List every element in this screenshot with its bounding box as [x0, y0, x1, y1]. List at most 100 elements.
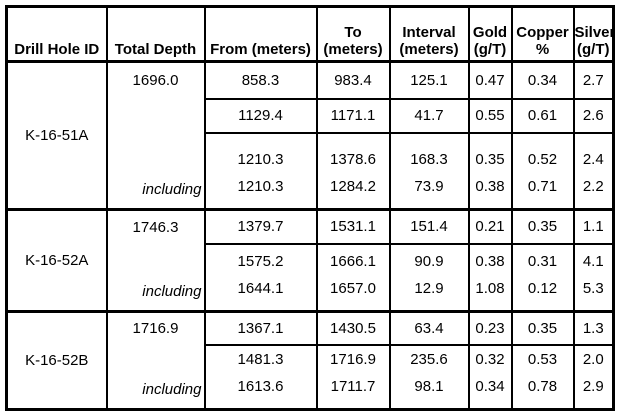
cell-copper: 0.53 0.78 — [510, 344, 575, 411]
value-line: 2.0 — [582, 350, 604, 368]
header-line: Total Depth — [114, 41, 197, 58]
header-line: Interval — [402, 24, 456, 41]
value-line: 0.53 — [527, 350, 558, 368]
cell-from: 1210.3 1210.3 — [203, 132, 318, 211]
header-cell-gold: Gold (g/T) — [467, 6, 513, 63]
cell-from: 1481.3 1613.6 — [203, 344, 318, 411]
cell-from: 1367.1 — [203, 311, 318, 346]
value-line: 1210.3 — [237, 151, 284, 168]
table-row: K-16-52B 1716.9 1367.1 1430.5 63.4 0.23 … — [5, 311, 615, 411]
header-cell-to: To (meters) — [315, 6, 391, 63]
cell-to: 1716.9 1711.7 — [315, 344, 391, 411]
header-line: (meters) — [323, 41, 383, 58]
cell-gold: 0.47 — [467, 61, 513, 100]
cell-copper: 0.35 — [510, 311, 575, 346]
cell-gold: 0.21 — [467, 209, 513, 245]
header-row: Drill Hole ID Total Depth From (meters) … — [5, 6, 615, 63]
value-line: 4.1 — [582, 253, 604, 270]
cell-drill-hole-id: K-16-52B — [5, 311, 108, 411]
header-cell-total-depth: Total Depth — [105, 6, 206, 63]
cell-to: 1531.1 — [315, 209, 391, 245]
value-line: 12.9 — [414, 280, 444, 297]
cell-to: 1378.6 1284.2 — [315, 132, 391, 211]
header-line: (meters) — [399, 41, 459, 58]
value-line: 168.3 — [410, 151, 448, 168]
header-cell-interval: Interval (meters) — [388, 6, 470, 63]
value-line: 0.32 — [475, 350, 505, 368]
value-line: 1575.2 — [237, 253, 284, 270]
cell-interval: 151.4 — [388, 209, 470, 245]
value-line: 1210.3 — [237, 178, 284, 195]
value-line: 0.31 — [527, 253, 558, 270]
cell-gold: 0.35 0.38 — [467, 132, 513, 211]
cell-copper: 0.61 — [510, 98, 575, 134]
cell-to: 1430.5 — [315, 311, 391, 346]
value-line: 98.1 — [414, 377, 444, 395]
value-line: 2.9 — [582, 377, 604, 395]
table-row: K-16-51A 1696.0 858.3 983.4 125.1 0.47 0… — [5, 61, 615, 211]
cell-from: 1575.2 1644.1 — [203, 243, 318, 313]
value-line: 1481.3 — [237, 350, 284, 368]
header-cell-silver: Silver (g/T) — [572, 6, 615, 63]
cell-silver: 2.0 2.9 — [572, 344, 615, 411]
table-row: K-16-52A 1746.3 1379.7 1531.1 151.4 0.21… — [5, 209, 615, 313]
cell-from: 1379.7 — [203, 209, 318, 245]
value-line: 1284.2 — [330, 178, 376, 195]
value-line: 235.6 — [410, 350, 448, 368]
header-line: Drill Hole ID — [14, 41, 100, 58]
cell-total-depth-spacer — [105, 98, 206, 133]
cell-gold: 0.32 0.34 — [467, 344, 513, 411]
value-line: 1716.9 — [330, 350, 376, 368]
value-line: 0.34 — [475, 377, 505, 395]
cell-interval: 90.9 12.9 — [388, 243, 470, 313]
cell-drill-hole-id: K-16-51A — [5, 61, 108, 211]
value-line: 0.38 — [475, 178, 505, 195]
cell-silver: 1.1 — [572, 209, 615, 245]
cell-from: 1129.4 — [203, 98, 318, 134]
cell-to: 1171.1 — [315, 98, 391, 134]
cell-including-label: including — [105, 132, 206, 211]
header-line: To — [344, 24, 362, 41]
value-line: 73.9 — [414, 178, 444, 195]
cell-gold: 0.55 — [467, 98, 513, 134]
cell-silver: 2.7 — [572, 61, 615, 100]
drill-results-table: Drill Hole ID Total Depth From (meters) … — [5, 5, 615, 411]
cell-including-label: including — [105, 344, 206, 411]
cell-copper: 0.31 0.12 — [510, 243, 575, 313]
cell-silver: 1.3 — [572, 311, 615, 346]
table-row: including 1575.2 1644.1 1666.1 1657.0 90… — [7, 243, 615, 313]
header-line: Copper — [516, 24, 569, 41]
cell-silver: 4.1 5.3 — [572, 243, 615, 313]
cell-interval: 41.7 — [388, 98, 470, 134]
value-line: 90.9 — [414, 253, 444, 270]
header-line: From (meters) — [210, 41, 311, 58]
value-line: 1378.6 — [330, 151, 376, 168]
cell-to: 1666.1 1657.0 — [315, 243, 391, 313]
value-line: 1613.6 — [237, 377, 284, 395]
value-line: 2.4 — [582, 151, 604, 168]
cell-interval: 63.4 — [388, 311, 470, 346]
value-line: 1711.7 — [330, 377, 376, 395]
cell-copper: 0.35 — [510, 209, 575, 245]
value-line: 1644.1 — [237, 280, 284, 297]
value-line: 5.3 — [582, 280, 604, 297]
value-line: 1666.1 — [330, 253, 376, 270]
cell-total-depth: 1696.0 — [105, 61, 206, 99]
value-line: 0.12 — [527, 280, 558, 297]
value-line: 0.78 — [527, 377, 558, 395]
cell-from: 858.3 — [203, 61, 318, 100]
cell-interval: 125.1 — [388, 61, 470, 100]
cell-copper: 0.52 0.71 — [510, 132, 575, 211]
value-line: 0.35 — [475, 151, 505, 168]
cell-gold: 0.38 1.08 — [467, 243, 513, 313]
cell-silver: 2.6 — [572, 98, 615, 134]
header-cell-copper: Copper % — [510, 6, 575, 63]
header-cell-drill-hole-id: Drill Hole ID — [5, 6, 108, 63]
header-line: (g/T) — [577, 41, 610, 58]
header-line: % — [535, 41, 550, 58]
header-line: Silver — [574, 24, 614, 41]
cell-copper: 0.34 — [510, 61, 575, 100]
cell-gold: 0.23 — [467, 311, 513, 346]
cell-total-depth: 1716.9 — [105, 311, 206, 345]
